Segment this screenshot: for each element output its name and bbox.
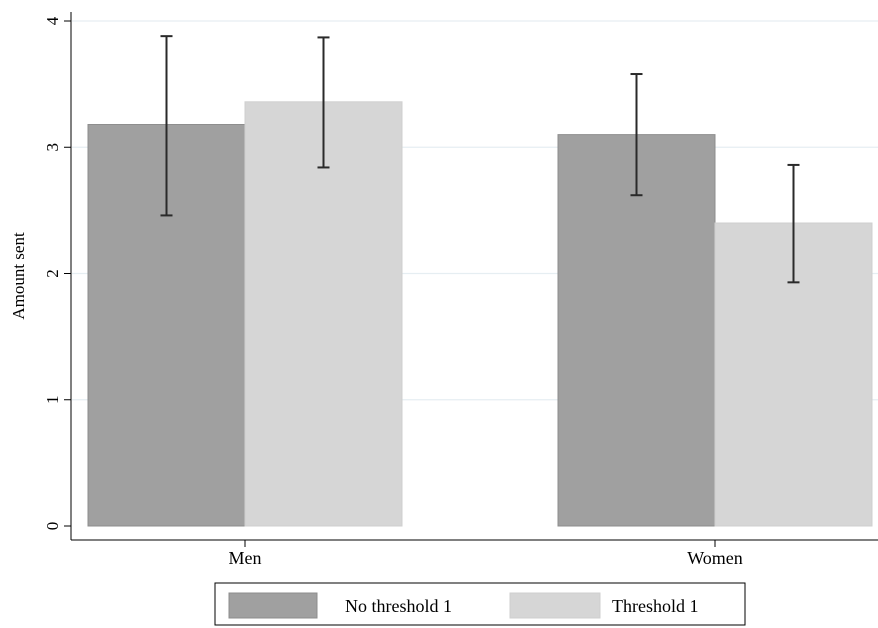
error-bars bbox=[160, 35, 800, 284]
y-tick-label: 1 bbox=[43, 396, 62, 405]
category-label-men: Men bbox=[229, 548, 262, 568]
legend: No threshold 1 Threshold 1 bbox=[214, 582, 746, 626]
bar-threshold-men bbox=[244, 101, 403, 527]
y-tick-label: 4 bbox=[43, 16, 62, 25]
legend-swatch-no-threshold bbox=[228, 592, 318, 619]
category-label-women: Women bbox=[687, 548, 743, 568]
bars bbox=[87, 101, 873, 527]
y-tick-label: 2 bbox=[43, 269, 62, 278]
bar-no-threshold-women bbox=[557, 134, 716, 527]
y-tick-label: 3 bbox=[43, 143, 62, 152]
error-bar bbox=[630, 73, 643, 197]
error-bar bbox=[160, 35, 173, 217]
y-axis-title: Amount sent bbox=[9, 232, 28, 320]
error-bar bbox=[787, 163, 800, 284]
error-bar bbox=[317, 36, 330, 169]
y-ticks: 0 1 2 3 4 bbox=[43, 16, 71, 530]
legend-swatch-threshold bbox=[509, 592, 601, 619]
axes bbox=[70, 12, 878, 541]
y-tick-label: 0 bbox=[43, 522, 62, 531]
legend-label-threshold: Threshold 1 bbox=[612, 596, 698, 616]
category-labels: Men Women bbox=[229, 540, 743, 568]
legend-label-no-threshold: No threshold 1 bbox=[345, 596, 452, 616]
